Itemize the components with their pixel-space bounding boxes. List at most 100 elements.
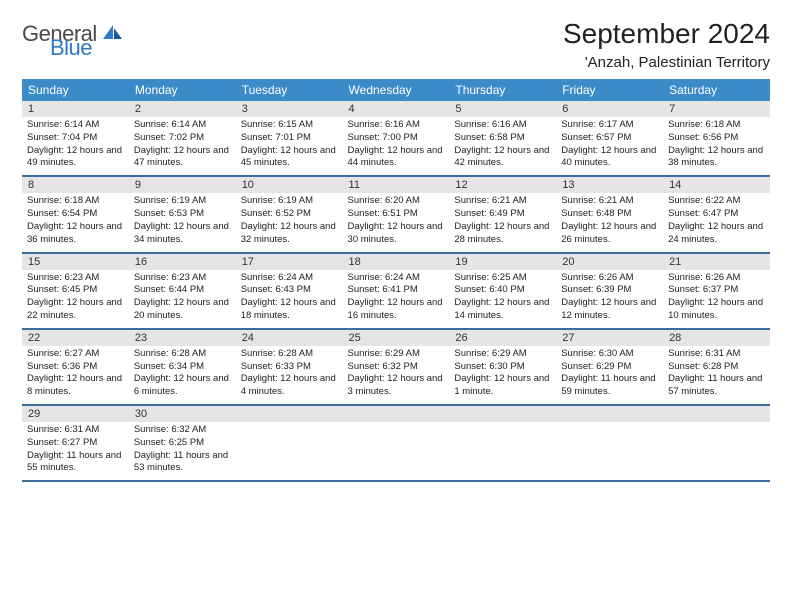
sunrise-line: Sunrise: 6:18 AM bbox=[668, 119, 740, 130]
day-content: Sunrise: 6:30 AMSunset: 6:29 PMDaylight:… bbox=[556, 346, 663, 404]
day-cell: 9Sunrise: 6:19 AMSunset: 6:53 PMDaylight… bbox=[129, 176, 236, 252]
sunrise-line: Sunrise: 6:23 AM bbox=[134, 272, 206, 283]
day-cell bbox=[236, 405, 343, 481]
day-number: 2 bbox=[129, 101, 236, 117]
day-content bbox=[449, 422, 556, 470]
daylight-line: Daylight: 11 hours and 55 minutes. bbox=[27, 450, 121, 474]
sunset-line: Sunset: 6:37 PM bbox=[668, 284, 738, 295]
day-cell: 12Sunrise: 6:21 AMSunset: 6:49 PMDayligh… bbox=[449, 176, 556, 252]
daylight-line: Daylight: 12 hours and 16 minutes. bbox=[348, 297, 443, 321]
day-content: Sunrise: 6:21 AMSunset: 6:48 PMDaylight:… bbox=[556, 193, 663, 251]
day-number bbox=[449, 406, 556, 422]
sunset-line: Sunset: 6:48 PM bbox=[561, 208, 631, 219]
day-cell: 1Sunrise: 6:14 AMSunset: 7:04 PMDaylight… bbox=[22, 101, 129, 176]
day-number: 9 bbox=[129, 177, 236, 193]
day-content: Sunrise: 6:24 AMSunset: 6:43 PMDaylight:… bbox=[236, 270, 343, 328]
month-title: September 2024 bbox=[563, 18, 770, 50]
day-cell: 22Sunrise: 6:27 AMSunset: 6:36 PMDayligh… bbox=[22, 329, 129, 405]
day-number: 30 bbox=[129, 406, 236, 422]
day-number: 21 bbox=[663, 254, 770, 270]
day-number: 29 bbox=[22, 406, 129, 422]
sunrise-line: Sunrise: 6:18 AM bbox=[27, 195, 99, 206]
sunrise-line: Sunrise: 6:15 AM bbox=[241, 119, 313, 130]
day-number: 13 bbox=[556, 177, 663, 193]
daylight-line: Daylight: 12 hours and 1 minute. bbox=[454, 373, 549, 397]
daylight-line: Daylight: 12 hours and 40 minutes. bbox=[561, 145, 656, 169]
day-number: 24 bbox=[236, 330, 343, 346]
sunset-line: Sunset: 7:00 PM bbox=[348, 132, 418, 143]
day-content: Sunrise: 6:21 AMSunset: 6:49 PMDaylight:… bbox=[449, 193, 556, 251]
day-number: 22 bbox=[22, 330, 129, 346]
sunrise-line: Sunrise: 6:26 AM bbox=[561, 272, 633, 283]
day-number: 5 bbox=[449, 101, 556, 117]
sunrise-line: Sunrise: 6:24 AM bbox=[348, 272, 420, 283]
daylight-line: Daylight: 12 hours and 42 minutes. bbox=[454, 145, 549, 169]
weekday-header: Tuesday bbox=[236, 79, 343, 101]
day-cell: 13Sunrise: 6:21 AMSunset: 6:48 PMDayligh… bbox=[556, 176, 663, 252]
day-content: Sunrise: 6:31 AMSunset: 6:28 PMDaylight:… bbox=[663, 346, 770, 404]
sunset-line: Sunset: 6:40 PM bbox=[454, 284, 524, 295]
sunrise-line: Sunrise: 6:20 AM bbox=[348, 195, 420, 206]
week-row: 29Sunrise: 6:31 AMSunset: 6:27 PMDayligh… bbox=[22, 405, 770, 481]
day-cell: 28Sunrise: 6:31 AMSunset: 6:28 PMDayligh… bbox=[663, 329, 770, 405]
week-row: 1Sunrise: 6:14 AMSunset: 7:04 PMDaylight… bbox=[22, 101, 770, 176]
week-row: 8Sunrise: 6:18 AMSunset: 6:54 PMDaylight… bbox=[22, 176, 770, 252]
day-number bbox=[663, 406, 770, 422]
sunset-line: Sunset: 7:01 PM bbox=[241, 132, 311, 143]
week-row: 15Sunrise: 6:23 AMSunset: 6:45 PMDayligh… bbox=[22, 253, 770, 329]
sunset-line: Sunset: 6:58 PM bbox=[454, 132, 524, 143]
daylight-line: Daylight: 12 hours and 3 minutes. bbox=[348, 373, 443, 397]
day-content: Sunrise: 6:27 AMSunset: 6:36 PMDaylight:… bbox=[22, 346, 129, 404]
daylight-line: Daylight: 12 hours and 36 minutes. bbox=[27, 221, 122, 245]
daylight-line: Daylight: 12 hours and 6 minutes. bbox=[134, 373, 229, 397]
day-number: 28 bbox=[663, 330, 770, 346]
day-number: 27 bbox=[556, 330, 663, 346]
day-content: Sunrise: 6:29 AMSunset: 6:30 PMDaylight:… bbox=[449, 346, 556, 404]
sunset-line: Sunset: 6:39 PM bbox=[561, 284, 631, 295]
day-content: Sunrise: 6:29 AMSunset: 6:32 PMDaylight:… bbox=[343, 346, 450, 404]
sunset-line: Sunset: 6:28 PM bbox=[668, 361, 738, 372]
day-number: 23 bbox=[129, 330, 236, 346]
sunrise-line: Sunrise: 6:27 AM bbox=[27, 348, 99, 359]
daylight-line: Daylight: 12 hours and 49 minutes. bbox=[27, 145, 122, 169]
day-content: Sunrise: 6:26 AMSunset: 6:37 PMDaylight:… bbox=[663, 270, 770, 328]
day-number: 10 bbox=[236, 177, 343, 193]
day-content: Sunrise: 6:31 AMSunset: 6:27 PMDaylight:… bbox=[22, 422, 129, 480]
daylight-line: Daylight: 12 hours and 14 minutes. bbox=[454, 297, 549, 321]
day-cell: 30Sunrise: 6:32 AMSunset: 6:25 PMDayligh… bbox=[129, 405, 236, 481]
sunrise-line: Sunrise: 6:22 AM bbox=[668, 195, 740, 206]
sunrise-line: Sunrise: 6:19 AM bbox=[241, 195, 313, 206]
weekday-header: Saturday bbox=[663, 79, 770, 101]
sunset-line: Sunset: 6:51 PM bbox=[348, 208, 418, 219]
sunset-line: Sunset: 6:45 PM bbox=[27, 284, 97, 295]
day-content: Sunrise: 6:15 AMSunset: 7:01 PMDaylight:… bbox=[236, 117, 343, 175]
day-number: 25 bbox=[343, 330, 450, 346]
day-cell: 5Sunrise: 6:16 AMSunset: 6:58 PMDaylight… bbox=[449, 101, 556, 176]
day-cell bbox=[449, 405, 556, 481]
day-cell: 7Sunrise: 6:18 AMSunset: 6:56 PMDaylight… bbox=[663, 101, 770, 176]
week-row: 22Sunrise: 6:27 AMSunset: 6:36 PMDayligh… bbox=[22, 329, 770, 405]
day-content bbox=[663, 422, 770, 470]
day-number bbox=[236, 406, 343, 422]
day-content: Sunrise: 6:17 AMSunset: 6:57 PMDaylight:… bbox=[556, 117, 663, 175]
daylight-line: Daylight: 12 hours and 32 minutes. bbox=[241, 221, 336, 245]
day-content: Sunrise: 6:26 AMSunset: 6:39 PMDaylight:… bbox=[556, 270, 663, 328]
sunrise-line: Sunrise: 6:23 AM bbox=[27, 272, 99, 283]
location: 'Anzah, Palestinian Territory bbox=[563, 54, 770, 71]
sunrise-line: Sunrise: 6:24 AM bbox=[241, 272, 313, 283]
day-number: 18 bbox=[343, 254, 450, 270]
day-cell: 23Sunrise: 6:28 AMSunset: 6:34 PMDayligh… bbox=[129, 329, 236, 405]
day-number bbox=[556, 406, 663, 422]
day-cell: 18Sunrise: 6:24 AMSunset: 6:41 PMDayligh… bbox=[343, 253, 450, 329]
daylight-line: Daylight: 12 hours and 10 minutes. bbox=[668, 297, 763, 321]
header: General Blue September 2024 'Anzah, Pale… bbox=[22, 18, 770, 71]
day-cell: 4Sunrise: 6:16 AMSunset: 7:00 PMDaylight… bbox=[343, 101, 450, 176]
sunrise-line: Sunrise: 6:29 AM bbox=[348, 348, 420, 359]
day-content: Sunrise: 6:16 AMSunset: 7:00 PMDaylight:… bbox=[343, 117, 450, 175]
sunrise-line: Sunrise: 6:28 AM bbox=[134, 348, 206, 359]
sunset-line: Sunset: 6:27 PM bbox=[27, 437, 97, 448]
logo: General Blue bbox=[22, 24, 123, 58]
day-number: 14 bbox=[663, 177, 770, 193]
sunrise-line: Sunrise: 6:21 AM bbox=[454, 195, 526, 206]
day-cell: 25Sunrise: 6:29 AMSunset: 6:32 PMDayligh… bbox=[343, 329, 450, 405]
